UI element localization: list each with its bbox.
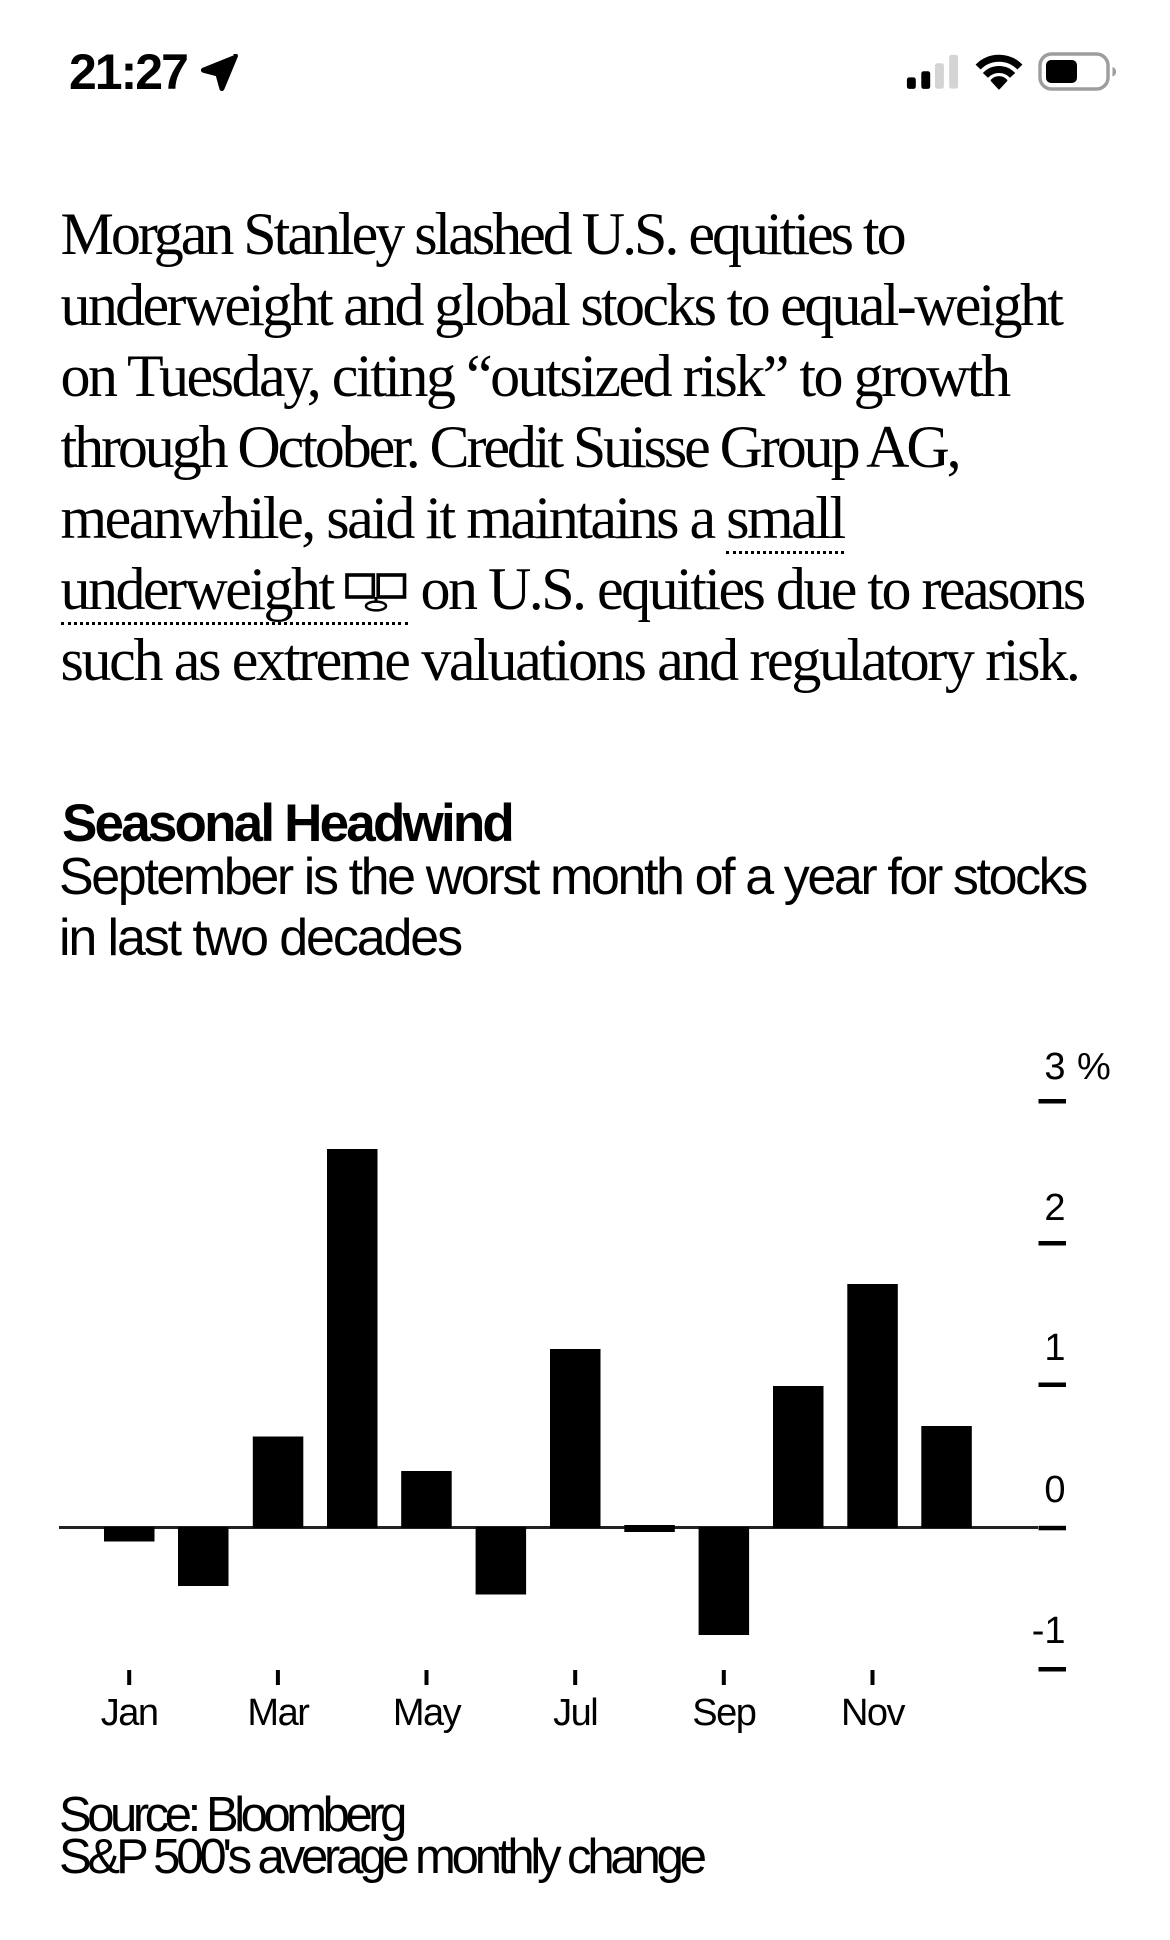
svg-text:Sep: Sep — [692, 1692, 755, 1734]
svg-text:-1: -1 — [1032, 1610, 1066, 1652]
svg-text:Mar: Mar — [247, 1692, 310, 1734]
svg-text:Jan: Jan — [101, 1692, 158, 1734]
svg-text:0: 0 — [1044, 1469, 1065, 1511]
svg-text:1: 1 — [1044, 1327, 1065, 1369]
svg-text:2: 2 — [1044, 1187, 1065, 1229]
svg-text:%: % — [1077, 1046, 1111, 1088]
svg-text:Nov: Nov — [841, 1692, 906, 1734]
svg-text:May: May — [393, 1692, 462, 1734]
svg-text:3: 3 — [1044, 1046, 1065, 1088]
svg-text:Jul: Jul — [553, 1692, 597, 1734]
